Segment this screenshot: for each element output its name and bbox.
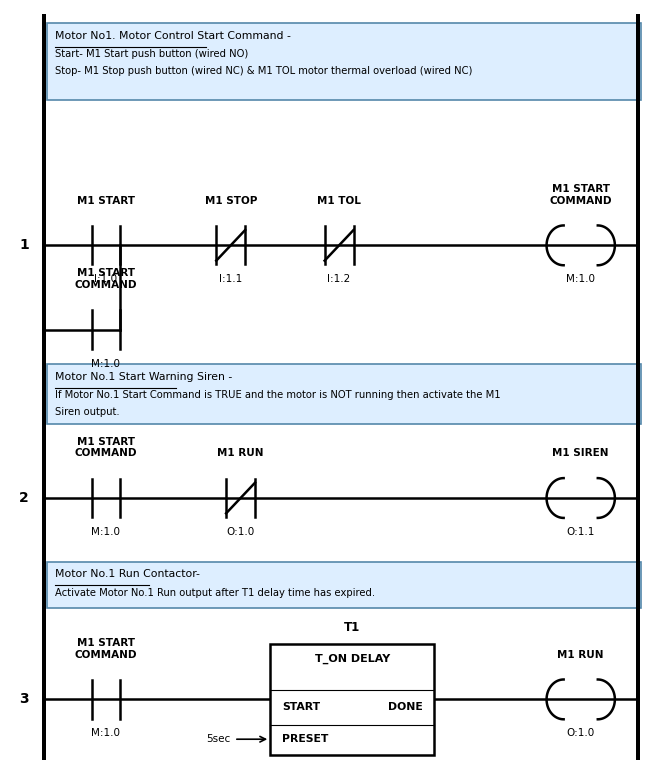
- Text: M1 RUN: M1 RUN: [557, 649, 604, 659]
- Text: PRESET: PRESET: [282, 735, 329, 745]
- Text: O:1.0: O:1.0: [227, 527, 255, 537]
- Text: O:1.1: O:1.1: [567, 527, 595, 537]
- Text: M:1.0: M:1.0: [92, 358, 120, 368]
- Text: T1: T1: [344, 622, 360, 635]
- Text: Start- M1 Start push button (wired NO): Start- M1 Start push button (wired NO): [55, 50, 248, 60]
- Text: 1: 1: [19, 238, 29, 252]
- Text: Motor No.1 Run Contactor-: Motor No.1 Run Contactor-: [55, 569, 199, 579]
- Text: I:1.1: I:1.1: [219, 275, 242, 285]
- Text: Activate Motor No.1 Run output after T1 delay time has expired.: Activate Motor No.1 Run output after T1 …: [55, 587, 375, 598]
- Text: 2: 2: [19, 491, 29, 505]
- Text: 3: 3: [19, 693, 29, 707]
- Text: M1 SIREN: M1 SIREN: [553, 448, 609, 458]
- Text: M1 START
COMMAND: M1 START COMMAND: [74, 638, 137, 659]
- Bar: [270, 644, 434, 755]
- Text: M:1.0: M:1.0: [92, 728, 120, 738]
- Text: Siren output.: Siren output.: [55, 407, 119, 417]
- FancyBboxPatch shape: [47, 23, 641, 100]
- Text: M1 START: M1 START: [77, 196, 135, 206]
- Text: M:1.0: M:1.0: [92, 527, 120, 537]
- Text: M1 START
COMMAND: M1 START COMMAND: [74, 268, 137, 289]
- Text: M1 RUN: M1 RUN: [217, 448, 264, 458]
- Text: M1 START
COMMAND: M1 START COMMAND: [549, 184, 612, 206]
- Text: DONE: DONE: [388, 702, 422, 712]
- FancyBboxPatch shape: [47, 364, 641, 423]
- Text: 5sec: 5sec: [206, 735, 231, 745]
- Text: Motor No.1 Start Warning Siren -: Motor No.1 Start Warning Siren -: [55, 372, 232, 382]
- Text: T_ON DELAY: T_ON DELAY: [315, 653, 390, 664]
- Text: M1 START
COMMAND: M1 START COMMAND: [74, 437, 137, 458]
- Text: Stop- M1 Stop push button (wired NC) & M1 TOL motor thermal overload (wired NC): Stop- M1 Stop push button (wired NC) & M…: [55, 67, 472, 76]
- Text: START: START: [282, 702, 320, 712]
- Text: I:1.2: I:1.2: [327, 275, 350, 285]
- Text: I:1.0: I:1.0: [94, 275, 118, 285]
- Text: M1 TOL: M1 TOL: [317, 196, 361, 206]
- Text: M:1.0: M:1.0: [566, 275, 595, 285]
- FancyBboxPatch shape: [47, 562, 641, 608]
- Text: If Motor No.1 Start Command is TRUE and the motor is NOT running then activate t: If Motor No.1 Start Command is TRUE and …: [55, 390, 500, 400]
- Text: Motor No1. Motor Control Start Command -: Motor No1. Motor Control Start Command -: [55, 31, 291, 41]
- Text: O:1.0: O:1.0: [567, 728, 595, 738]
- Text: M1 STOP: M1 STOP: [205, 196, 257, 206]
